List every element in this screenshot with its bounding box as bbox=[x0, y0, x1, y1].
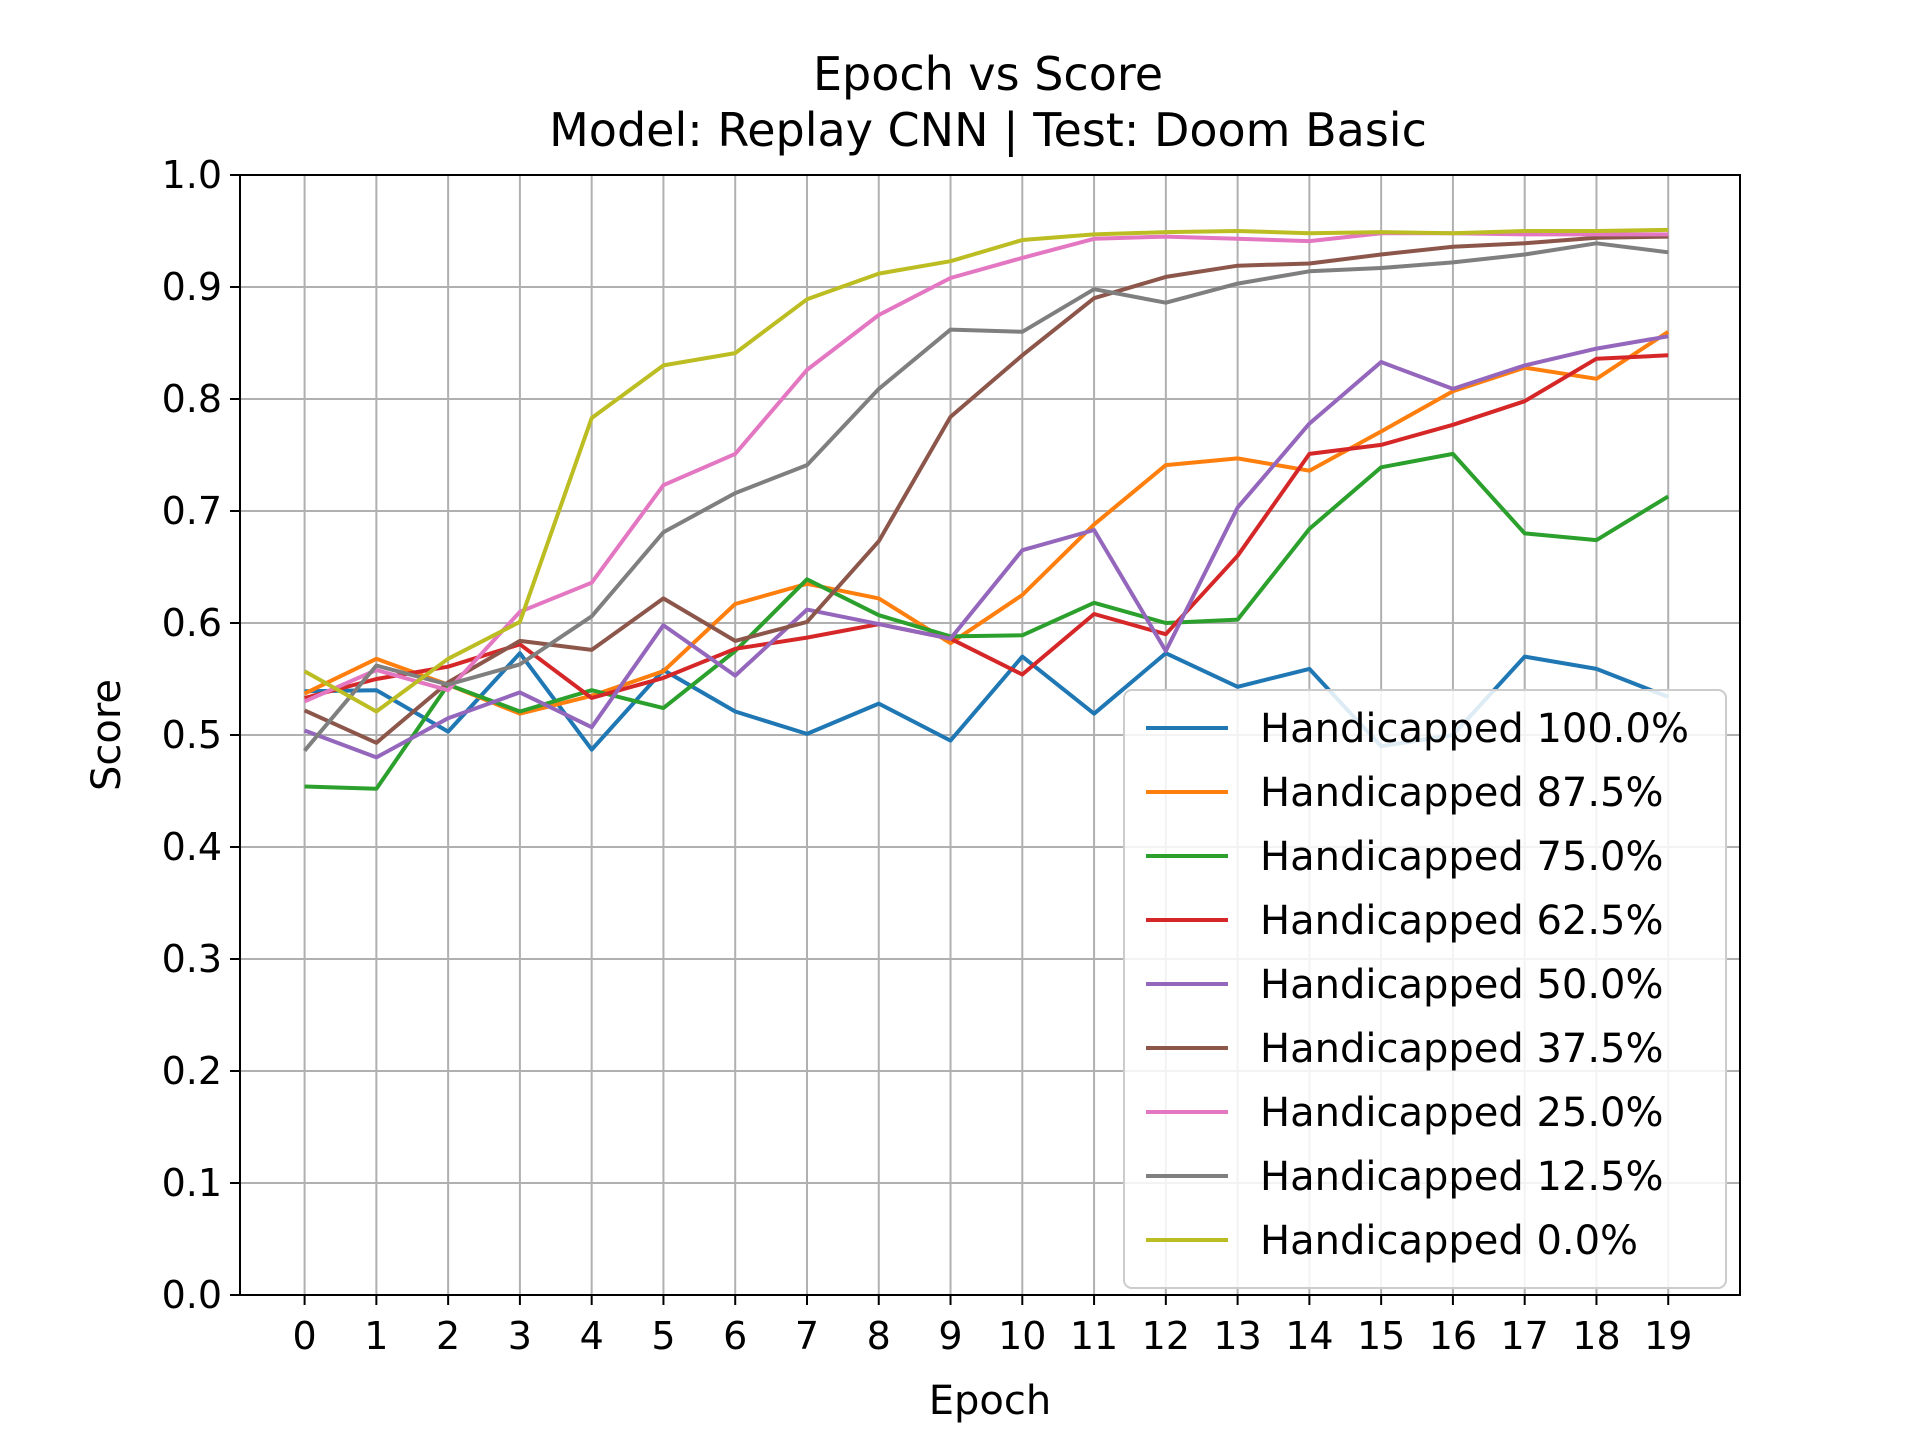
x-tick-label: 10 bbox=[998, 1314, 1046, 1358]
y-tick-label: 0.7 bbox=[162, 489, 222, 533]
x-tick-label: 4 bbox=[580, 1314, 604, 1358]
x-tick-label: 0 bbox=[292, 1314, 316, 1358]
chart-subtitle: Model: Replay CNN | Test: Doom Basic bbox=[549, 103, 1427, 158]
x-tick-label: 11 bbox=[1070, 1314, 1118, 1358]
x-tick-label: 9 bbox=[938, 1314, 962, 1358]
x-tick-label: 1 bbox=[364, 1314, 388, 1358]
x-tick-label: 6 bbox=[723, 1314, 747, 1358]
y-tick-label: 0.1 bbox=[162, 1161, 222, 1205]
x-tick-label: 18 bbox=[1572, 1314, 1620, 1358]
legend-label: Handicapped 25.0% bbox=[1260, 1090, 1664, 1136]
legend: Handicapped 100.0% Handicapped 87.5% Handi… bbox=[1123, 689, 1727, 1289]
x-tick-label: 3 bbox=[508, 1314, 532, 1358]
y-tick-label: 0.0 bbox=[162, 1273, 222, 1317]
x-tick-label: 14 bbox=[1285, 1314, 1333, 1358]
legend-label: Handicapped 62.5% bbox=[1260, 898, 1664, 944]
y-tick-label: 0.6 bbox=[162, 601, 222, 645]
x-tick-label: 2 bbox=[436, 1314, 460, 1358]
legend-label: Handicapped 0.0% bbox=[1260, 1218, 1638, 1264]
legend-label: Handicapped 12.5% bbox=[1260, 1154, 1664, 1200]
x-axis-label: Epoch bbox=[929, 1378, 1051, 1424]
x-tick-label: 7 bbox=[795, 1314, 819, 1358]
legend-label: Handicapped 37.5% bbox=[1260, 1026, 1664, 1072]
chart-title: Epoch vs Score bbox=[813, 47, 1163, 101]
y-tick-label: 0.4 bbox=[162, 825, 222, 869]
x-tick-label: 19 bbox=[1644, 1314, 1692, 1358]
y-tick-label: 0.3 bbox=[162, 937, 222, 981]
series-line-8 bbox=[303, 227, 1669, 714]
series-line-4 bbox=[303, 334, 1669, 760]
y-tick-label: 0.2 bbox=[162, 1049, 222, 1093]
x-tick-label: 8 bbox=[867, 1314, 891, 1358]
x-tick-label: 5 bbox=[651, 1314, 675, 1358]
x-tick-label: 15 bbox=[1357, 1314, 1405, 1358]
x-tick-label: 17 bbox=[1501, 1314, 1549, 1358]
series-line-3 bbox=[304, 353, 1669, 700]
legend-box bbox=[1123, 689, 1727, 1289]
x-tick-label: 12 bbox=[1142, 1314, 1190, 1358]
y-axis-label: Score bbox=[84, 679, 130, 791]
y-tick-label: 0.5 bbox=[162, 713, 222, 757]
y-tick-label: 0.9 bbox=[162, 265, 222, 309]
series-line-2 bbox=[304, 451, 1670, 791]
x-tick-label: 16 bbox=[1429, 1314, 1477, 1358]
y-tick-label: 0.8 bbox=[162, 377, 222, 421]
legend-label: Handicapped 100.0% bbox=[1260, 706, 1689, 752]
legend-label: Handicapped 50.0% bbox=[1260, 962, 1664, 1008]
series-line-5 bbox=[303, 234, 1669, 745]
y-axis-ticks: 0.0 0.1 0.2 0.3 0.4 0.5 0.6 0.7 0.8 0.9 1.0 bbox=[162, 153, 240, 1317]
series-line-1 bbox=[303, 330, 1670, 716]
x-tick-label: 13 bbox=[1213, 1314, 1261, 1358]
y-tick-label: 1.0 bbox=[162, 153, 222, 197]
legend-label: Handicapped 87.5% bbox=[1260, 770, 1664, 816]
x-axis-ticks: 0 1 2 3 4 5 6 7 8 9 10 11 12 13 14 15 16 17 18 19 bbox=[292, 1295, 1692, 1358]
legend-label: Handicapped 75.0% bbox=[1260, 834, 1664, 880]
series-line-7 bbox=[303, 241, 1669, 752]
